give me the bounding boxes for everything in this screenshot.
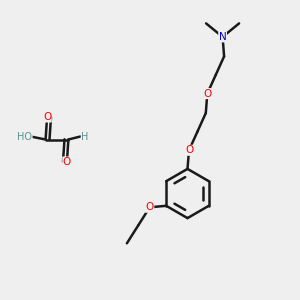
- Text: N: N: [219, 32, 226, 42]
- Text: O: O: [203, 88, 212, 99]
- Text: O: O: [185, 145, 193, 155]
- Text: H: H: [81, 131, 88, 142]
- Text: O: O: [146, 202, 154, 212]
- Text: HO: HO: [17, 131, 32, 142]
- Text: O: O: [43, 112, 51, 122]
- Text: O: O: [63, 157, 71, 167]
